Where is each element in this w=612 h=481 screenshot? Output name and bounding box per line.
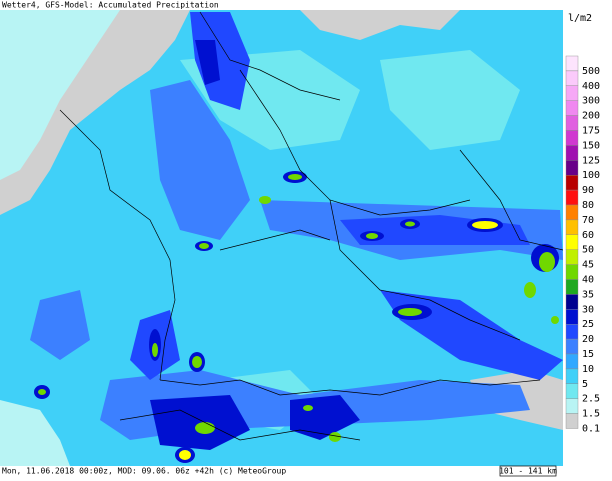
legend-swatch bbox=[565, 368, 579, 384]
legend-swatch bbox=[565, 100, 579, 116]
legend-label: 35 bbox=[582, 289, 594, 300]
legend-swatch bbox=[565, 324, 579, 340]
legend-label: 175 bbox=[582, 126, 600, 137]
scale-label: 101 - 141 km bbox=[499, 467, 557, 476]
legend-label: 70 bbox=[582, 215, 594, 226]
legend-label: 15 bbox=[582, 349, 594, 360]
legend-label: 125 bbox=[582, 155, 600, 166]
map bbox=[0, 10, 564, 466]
legend-swatch bbox=[565, 160, 579, 176]
legend-swatch bbox=[565, 219, 579, 235]
legend-label: 150 bbox=[582, 140, 600, 151]
legend-label: 300 bbox=[582, 96, 600, 107]
legend-label: 25 bbox=[582, 319, 594, 330]
scale-box bbox=[499, 465, 557, 477]
legend-label: 30 bbox=[582, 304, 594, 315]
legend-label: 2.5 bbox=[582, 394, 600, 405]
legend-swatch bbox=[565, 279, 579, 295]
legend-label: 40 bbox=[582, 275, 594, 286]
legend: 500 400 300 200 175 150 125 100 90 80 70 60 50 45 40 35… bbox=[565, 55, 600, 435]
legend-swatch bbox=[565, 130, 579, 146]
legend-swatch bbox=[565, 204, 579, 221]
legend-label: 400 bbox=[582, 81, 600, 92]
legend-label: 20 bbox=[582, 334, 594, 345]
legend-swatch bbox=[565, 294, 579, 310]
legend-swatch bbox=[565, 174, 579, 191]
legend-swatch bbox=[565, 249, 579, 265]
legend-swatch bbox=[565, 70, 579, 87]
legend-label: 0.1 bbox=[582, 424, 600, 435]
legend-label: 50 bbox=[582, 245, 594, 256]
legend-swatch bbox=[565, 413, 579, 429]
legend-label: 80 bbox=[582, 200, 594, 211]
legend-swatch bbox=[565, 264, 579, 280]
legend-label: 5 bbox=[582, 379, 588, 390]
legend-swatch bbox=[565, 234, 579, 250]
legend-swatch bbox=[565, 338, 579, 355]
legend-swatch bbox=[565, 189, 579, 206]
title: Wetter4, GFS-Model: Accumulated Precipit… bbox=[2, 1, 219, 10]
legend-label: 45 bbox=[582, 260, 594, 271]
legend-swatch bbox=[565, 115, 579, 131]
footer-text: Mon, 11.06.2018 00:00z, MOD: 09.06. 06z … bbox=[2, 467, 286, 476]
legend-label: 10 bbox=[582, 364, 594, 375]
legend-swatch bbox=[565, 145, 579, 161]
legend-label: 500 bbox=[582, 66, 600, 77]
legend-label: 90 bbox=[582, 185, 594, 196]
legend-label: 1.5 bbox=[582, 409, 600, 420]
legend-swatch bbox=[565, 398, 579, 414]
legend-label: 60 bbox=[582, 230, 594, 241]
legend-swatch bbox=[565, 85, 579, 101]
legend-label: 100 bbox=[582, 170, 600, 181]
legend-unit: l/m2 bbox=[568, 13, 592, 24]
legend-swatch bbox=[565, 383, 579, 399]
legend-swatch bbox=[565, 309, 579, 325]
legend-swatch bbox=[565, 55, 579, 72]
legend-swatch bbox=[565, 353, 579, 370]
legend-label: 200 bbox=[582, 111, 600, 122]
